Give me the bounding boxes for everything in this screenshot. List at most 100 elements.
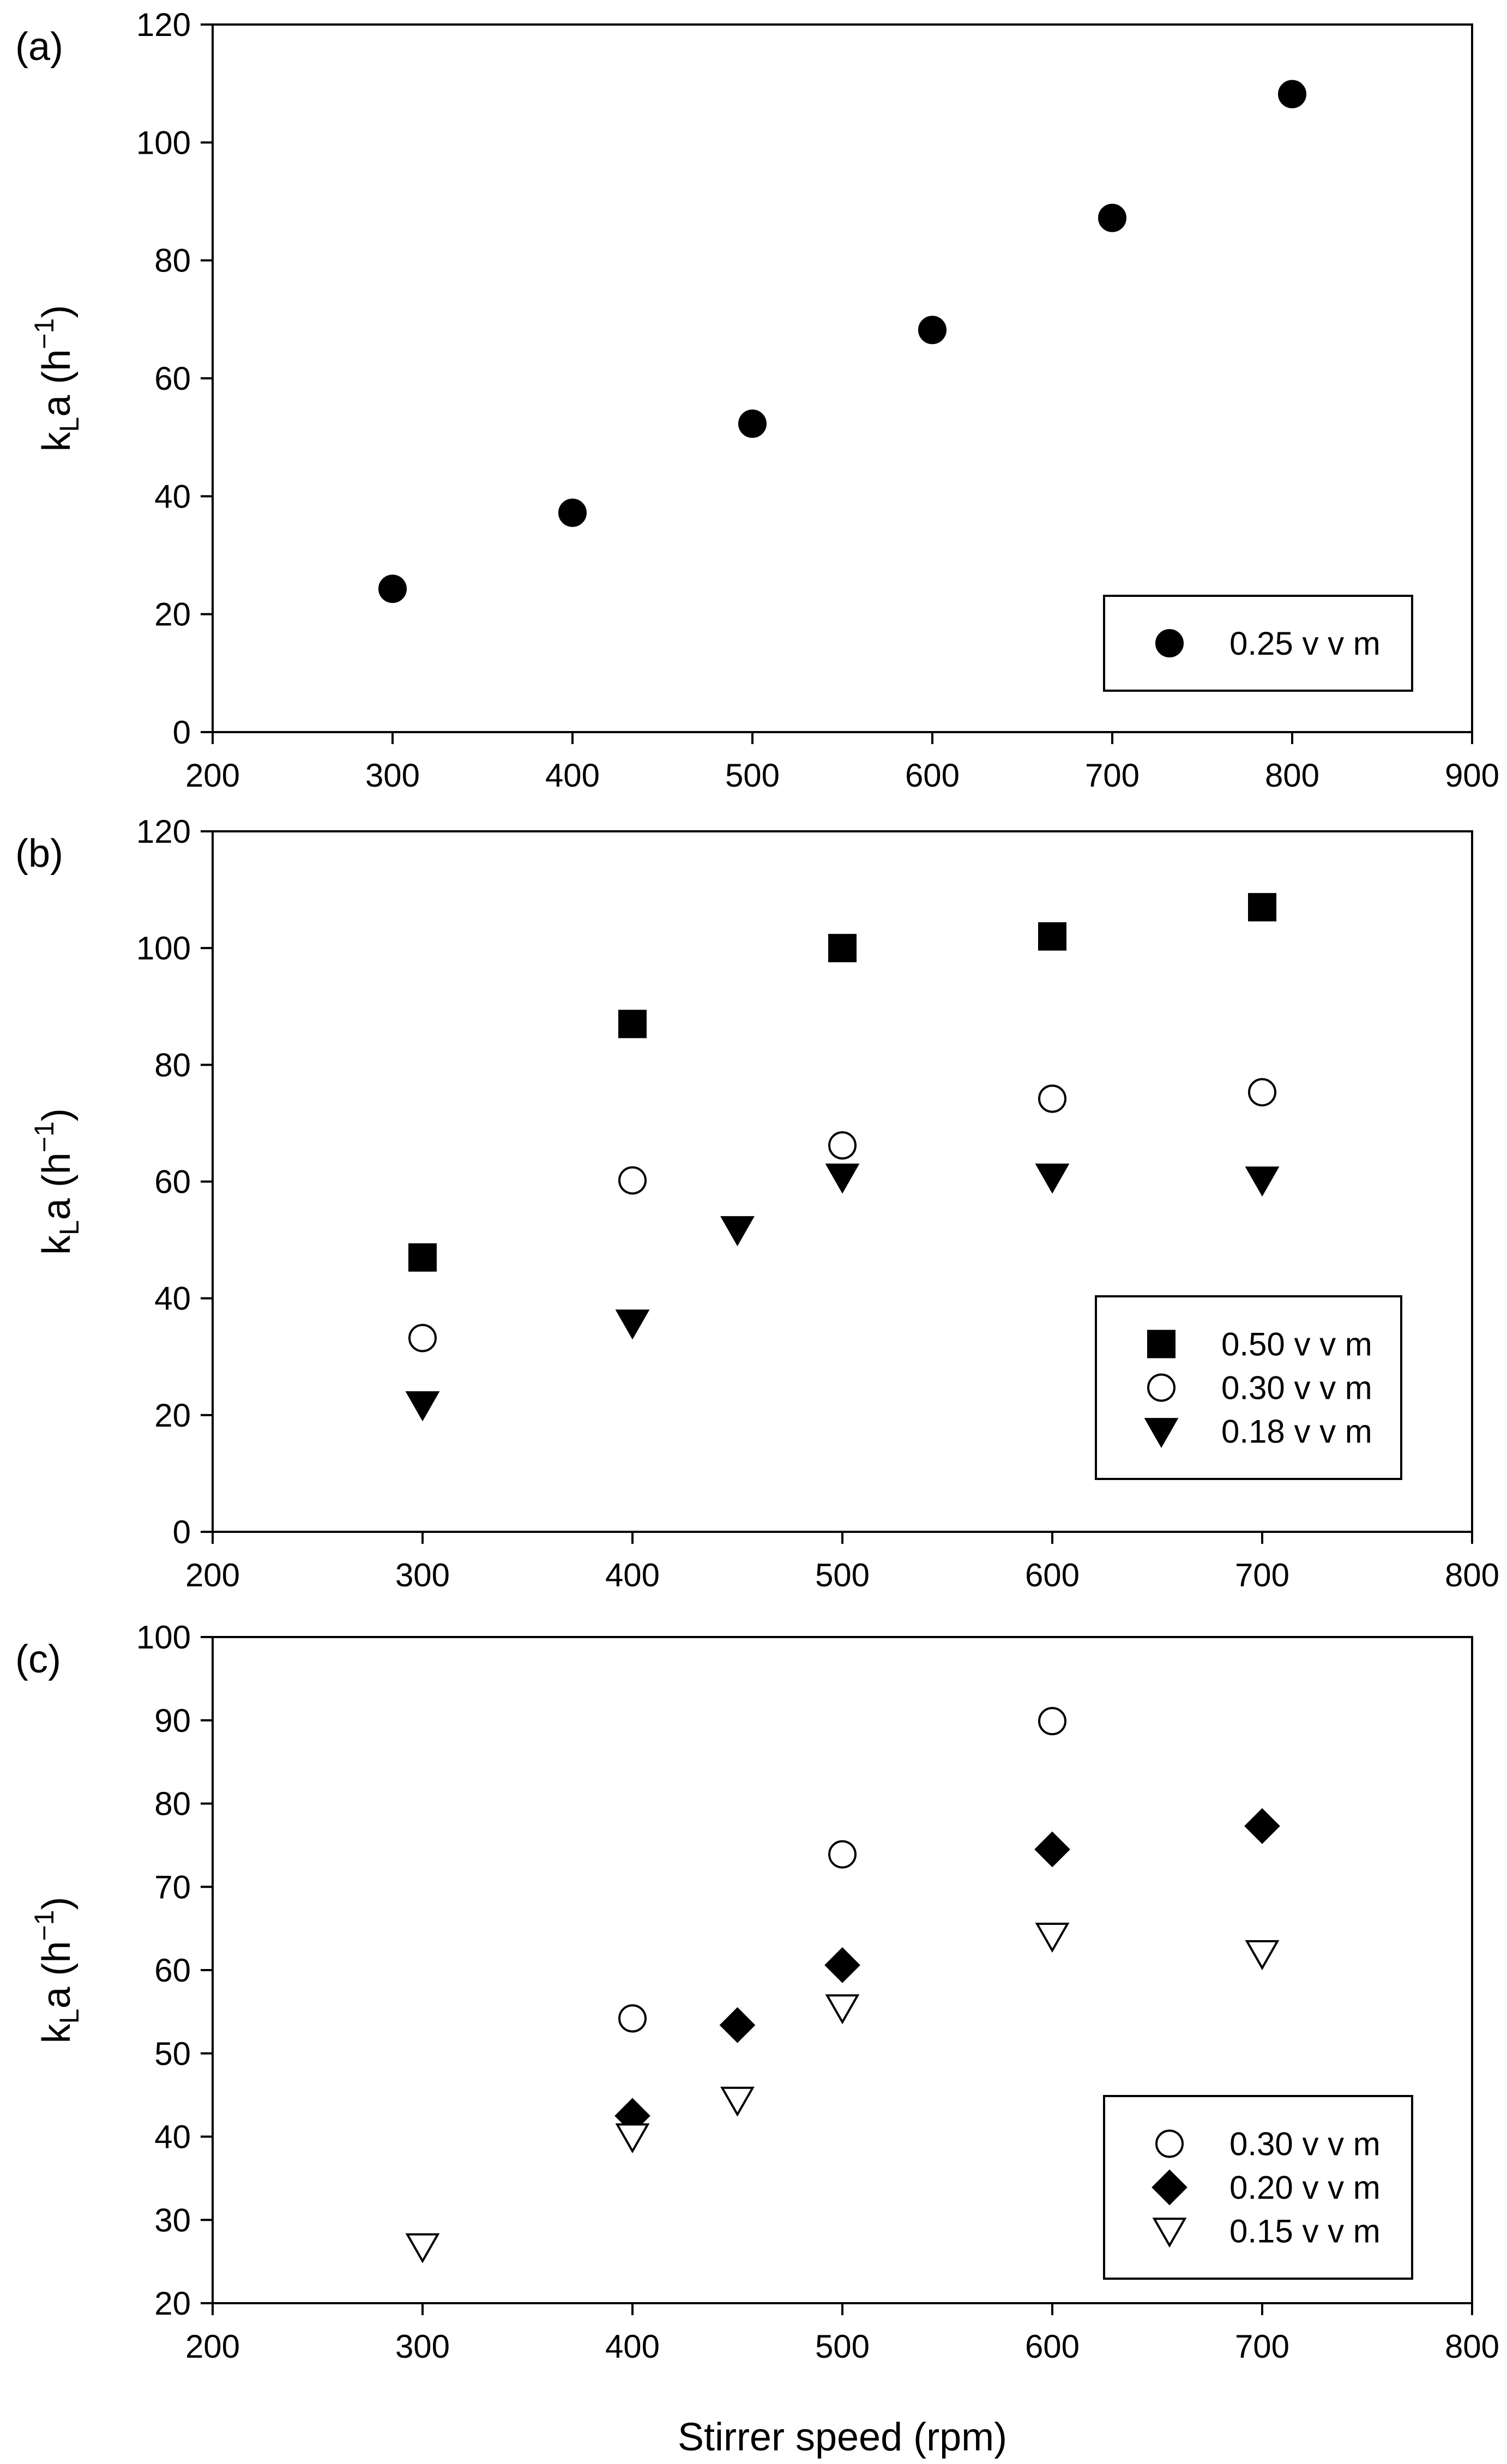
legend-label: 0.18 v v m bbox=[1221, 1414, 1372, 1450]
y-tick-label: 100 bbox=[136, 1619, 191, 1656]
data-point bbox=[405, 1391, 440, 1422]
series-2 bbox=[405, 1922, 1280, 2263]
data-point bbox=[615, 2123, 650, 2154]
y-tick-label: 100 bbox=[136, 930, 191, 967]
series-1 bbox=[614, 1808, 1280, 2134]
y-axis-label: kLa (h−1) bbox=[29, 305, 85, 452]
data-point bbox=[1035, 1922, 1070, 1953]
y-axis-label: kLa (h−1) bbox=[29, 1897, 85, 2044]
data-point bbox=[1098, 203, 1126, 232]
data-point bbox=[1244, 1808, 1280, 1844]
data-point bbox=[1245, 1166, 1280, 1197]
legend-marker bbox=[1144, 1418, 1179, 1448]
data-point bbox=[618, 2004, 647, 2033]
legend-marker bbox=[1152, 2169, 1187, 2206]
data-point bbox=[408, 1243, 437, 1272]
data-point bbox=[1248, 893, 1276, 922]
legend: 0.50 v v m 0.30 v v m 0.18 v v m bbox=[1095, 1295, 1402, 1480]
data-point bbox=[719, 2007, 756, 2043]
legend-box bbox=[1095, 1295, 1402, 1480]
x-tick-label: 300 bbox=[395, 1557, 450, 1593]
legend-marker bbox=[1155, 2129, 1184, 2158]
y-tick-label: 0 bbox=[173, 1514, 191, 1550]
data-point bbox=[408, 1324, 437, 1352]
x-tick-label: 900 bbox=[1445, 757, 1499, 794]
y-tick-label: 20 bbox=[154, 2285, 191, 2322]
y-tick-label: 20 bbox=[154, 596, 191, 633]
data-point bbox=[378, 575, 407, 603]
data-point bbox=[825, 1994, 860, 2025]
legend-label: 0.30 v v m bbox=[1229, 2126, 1381, 2163]
y-tick-label: 40 bbox=[154, 478, 191, 515]
y-tick-label: 100 bbox=[136, 124, 191, 161]
legend-marker bbox=[1152, 2218, 1187, 2248]
x-tick-label: 300 bbox=[365, 757, 420, 794]
x-tick-label: 300 bbox=[395, 2328, 450, 2365]
chart-panel-c: (c) 200 300 400 500 600 700 800 20 30 40 50 60 70 80 90… bbox=[15, 1619, 1499, 2459]
x-tick-label: 400 bbox=[545, 757, 600, 794]
y-tick-label: 90 bbox=[154, 1702, 191, 1739]
legend-label: 0.15 v v m bbox=[1229, 2213, 1381, 2250]
y-tick-label: 0 bbox=[173, 714, 191, 751]
data-point bbox=[618, 1166, 647, 1195]
data-point bbox=[1278, 80, 1306, 108]
x-tick-label: 600 bbox=[1025, 1557, 1080, 1593]
x-tick-label: 200 bbox=[185, 757, 240, 794]
x-tick-label: 700 bbox=[1235, 1557, 1289, 1593]
data-point bbox=[1034, 1831, 1070, 1868]
data-point bbox=[1038, 1707, 1066, 1736]
legend: 0.25 v v m bbox=[1103, 595, 1413, 692]
x-tick-label: 500 bbox=[815, 1557, 870, 1593]
legend-label: 0.50 v v m bbox=[1221, 1326, 1372, 1363]
legend-label: 0.20 v v m bbox=[1229, 2170, 1381, 2206]
chart-panel-b: (b) 200 300 400 500 600 700 800 0 20 40 60 80 100 120 k… bbox=[15, 813, 1499, 1593]
y-axis-label: kLa (h−1) bbox=[29, 1108, 85, 1255]
data-point bbox=[918, 316, 947, 345]
series-0 bbox=[618, 1707, 1066, 2033]
y-tick-label: 60 bbox=[154, 1952, 191, 1989]
y-tick-label: 60 bbox=[154, 1164, 191, 1200]
series-0 bbox=[378, 80, 1306, 603]
y-tick-label: 80 bbox=[154, 1786, 191, 1822]
x-tick-label: 500 bbox=[725, 757, 780, 794]
data-point bbox=[828, 1131, 857, 1160]
legend: 0.30 v v m 0.20 v v m 0.15 v v m bbox=[1103, 2095, 1413, 2280]
x-tick-label: 600 bbox=[905, 757, 960, 794]
data-point bbox=[720, 2086, 755, 2117]
x-tick-label: 800 bbox=[1265, 757, 1319, 794]
data-point bbox=[824, 1947, 860, 1983]
data-point bbox=[615, 1309, 650, 1340]
data-point bbox=[720, 1216, 755, 1246]
data-point bbox=[1245, 1940, 1280, 1971]
data-point bbox=[1038, 1084, 1066, 1113]
y-tick-label: 120 bbox=[136, 7, 191, 43]
panel-label: (c) bbox=[15, 1638, 61, 1681]
y-tick-label: 80 bbox=[154, 1047, 191, 1083]
series-1 bbox=[408, 1078, 1276, 1352]
x-tick-label: 200 bbox=[185, 2328, 240, 2365]
y-tick-label: 40 bbox=[154, 1281, 191, 1317]
x-tick-label: 500 bbox=[815, 2328, 870, 2365]
x-tick-label: 600 bbox=[1025, 2328, 1080, 2365]
data-point bbox=[1038, 922, 1066, 951]
legend-marker bbox=[1147, 1330, 1176, 1358]
y-tick-label: 60 bbox=[154, 360, 191, 397]
series-0 bbox=[408, 893, 1276, 1272]
panel-label: (b) bbox=[15, 832, 63, 875]
y-tick-label: 30 bbox=[154, 2202, 191, 2238]
legend-marker bbox=[1147, 1373, 1176, 1402]
y-tick-label: 120 bbox=[136, 813, 191, 850]
legend-marker bbox=[1155, 629, 1184, 657]
data-point bbox=[828, 934, 857, 963]
data-point bbox=[1035, 1163, 1070, 1194]
data-point bbox=[618, 1010, 647, 1038]
data-point bbox=[738, 409, 767, 438]
x-tick-label: 400 bbox=[605, 2328, 660, 2365]
y-tick-label: 80 bbox=[154, 243, 191, 279]
y-tick-label: 40 bbox=[154, 2119, 191, 2155]
x-tick-label: 700 bbox=[1085, 757, 1140, 794]
data-point bbox=[825, 1163, 860, 1194]
x-axis-label: Stirrer speed (rpm) bbox=[678, 2415, 1007, 2459]
data-point bbox=[828, 1840, 857, 1869]
